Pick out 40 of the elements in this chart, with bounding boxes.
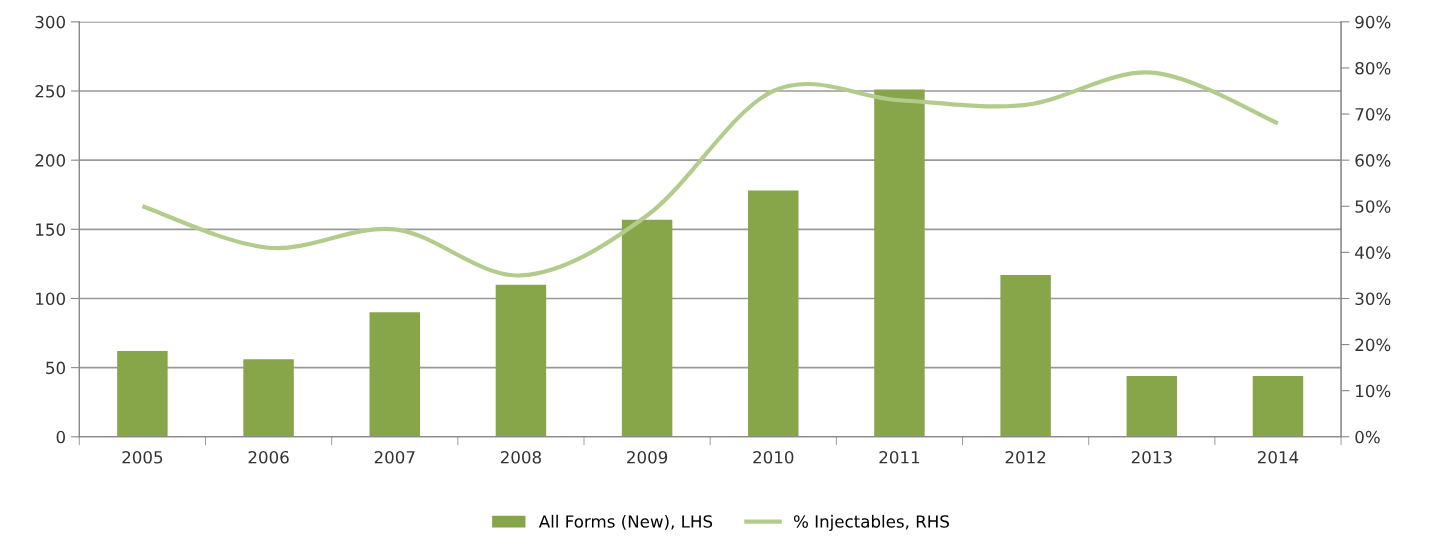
y2-tick-label: 80% — [1355, 61, 1391, 75]
y-tick-label: 300 — [35, 15, 66, 29]
x-tick-label: 2009 — [627, 450, 668, 464]
y-tick-label: 250 — [35, 84, 66, 98]
x-tick-label: 2011 — [879, 450, 920, 464]
bar — [243, 359, 294, 437]
x-tick-label: 2006 — [248, 450, 289, 464]
bar — [1000, 274, 1051, 437]
y2-tick-label: 90% — [1355, 15, 1391, 29]
bar — [1126, 375, 1178, 437]
legend-label: All Forms (New), LHS — [538, 514, 713, 530]
x-tick-label: 2010 — [753, 450, 794, 464]
bar — [874, 89, 925, 437]
x-tick-label: 2013 — [1131, 450, 1172, 464]
y-tick-label: 0 — [56, 430, 66, 444]
x-tick-label: 2014 — [1257, 450, 1299, 464]
y2-tick-label: 50% — [1355, 200, 1391, 213]
y2-tick-label: 60% — [1355, 154, 1391, 167]
bar — [495, 284, 547, 437]
y2-tick-label: 30% — [1355, 292, 1391, 306]
y2-tick-label: 70% — [1355, 108, 1391, 121]
legend-label: % Injectables, RHS — [793, 514, 949, 531]
y2-tick-label: 0% — [1355, 430, 1380, 444]
x-tick-label: 2012 — [1005, 450, 1046, 464]
bar — [369, 312, 420, 437]
y-tick-label: 150 — [36, 223, 66, 236]
y2-tick-label: 20% — [1355, 338, 1391, 352]
line-series — [140, 70, 1281, 278]
bar — [1252, 375, 1304, 437]
bar — [748, 190, 799, 437]
bar — [621, 219, 673, 437]
y2-tick-label: 40% — [1355, 246, 1391, 259]
y-tick-label: 200 — [35, 154, 66, 167]
x-tick-label: 2008 — [500, 450, 541, 464]
x-tick-label: 2005 — [122, 450, 163, 464]
y-tick-label: 50 — [46, 361, 66, 375]
y-tick-label: 100 — [36, 292, 66, 306]
bar — [117, 351, 168, 437]
y2-tick-label: 10% — [1356, 384, 1391, 398]
x-tick-label: 2007 — [374, 450, 415, 464]
